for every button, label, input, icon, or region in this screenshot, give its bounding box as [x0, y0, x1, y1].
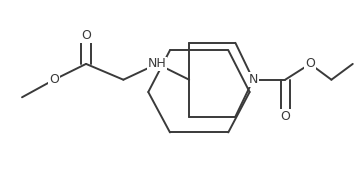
Text: NH: NH — [148, 57, 166, 70]
Text: N: N — [248, 73, 258, 86]
Text: O: O — [81, 29, 91, 42]
Text: O: O — [49, 73, 59, 86]
Text: O: O — [280, 110, 290, 123]
Text: O: O — [305, 57, 315, 70]
